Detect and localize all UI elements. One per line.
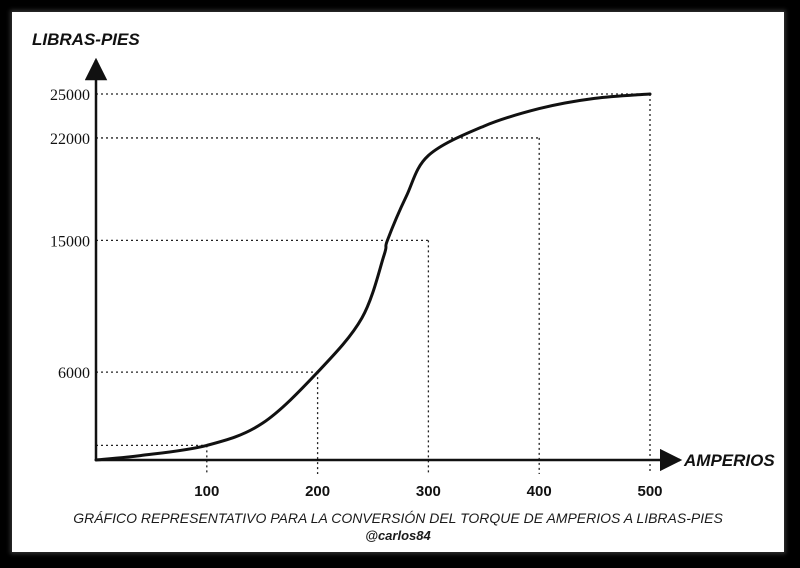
chart-caption: GRÁFICO REPRESENTATIVO PARA LA CONVERSIÓ… [73, 510, 723, 526]
y-tick-label-3: 6000 [58, 365, 90, 382]
y-tick-label-0: 25000 [50, 87, 90, 104]
x-tick-label-1: 200 [305, 483, 330, 500]
y-tick-label-1: 22000 [50, 131, 90, 148]
y-tick-label-2: 15000 [50, 233, 90, 250]
chart-frame: LIBRAS-PIES AMPERIOS 25000 22000 15000 6000… [12, 12, 784, 552]
x-tick-label-0: 100 [194, 483, 219, 500]
y-axis-label: LIBRAS-PIES [32, 30, 140, 49]
x-axis-label: AMPERIOS [683, 451, 775, 470]
series-line [94, 92, 652, 462]
y-tick-labels: 25000 22000 15000 6000 [50, 87, 90, 382]
x-tick-labels: 100 200 300 400 500 [194, 483, 662, 500]
chart-credit: @carlos84 [365, 528, 431, 543]
x-tick-label-3: 400 [527, 483, 552, 500]
x-tick-label-4: 500 [637, 483, 662, 500]
guide-lines [96, 93, 651, 474]
chart-svg: LIBRAS-PIES AMPERIOS 25000 22000 15000 6000… [32, 30, 775, 543]
x-tick-label-2: 300 [416, 483, 441, 500]
